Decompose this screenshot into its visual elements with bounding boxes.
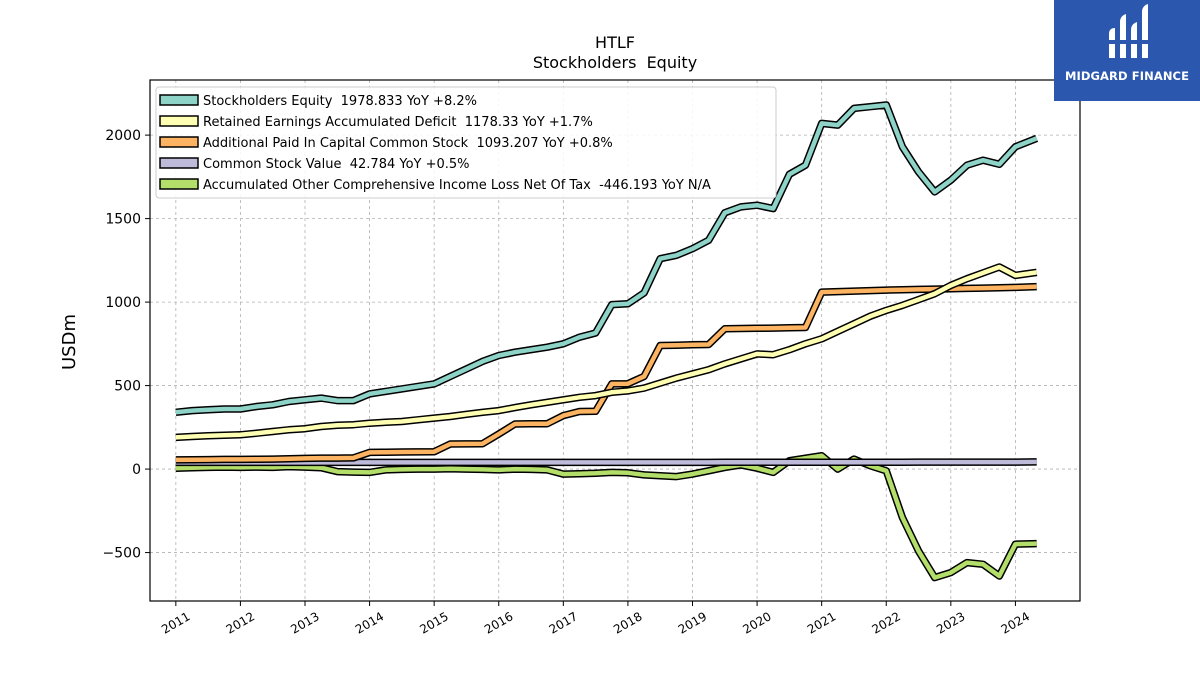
legend-swatch [159, 178, 199, 190]
series-line [175, 458, 1037, 467]
ticks-layer: 2011 2012 2013 2014 2015 2016 2017 2018 2019 2020… [103, 128, 1033, 637]
x-tick-label: 2024 [999, 609, 1032, 636]
y-tick-label: 2000 [105, 128, 141, 144]
series-layer [175, 101, 1039, 582]
x-tick-label: 2019 [676, 609, 709, 636]
legend-label: Stockholders Equity 1978.833 YoY +8.2% [203, 94, 477, 109]
midgard-logo-icon [1106, 4, 1150, 58]
x-tick-label: 2020 [740, 609, 773, 636]
x-tick-label: 2011 [159, 609, 192, 636]
logo-text: MIDGARD FINANCE [1064, 69, 1190, 83]
midgard-logo: MIDGARD FINANCE [1054, 0, 1200, 101]
series-line-stroke [175, 264, 1038, 440]
x-tick-label: 2012 [224, 609, 257, 636]
legend-label: Retained Earnings Accumulated Deficit 11… [203, 115, 593, 130]
plot-frame [149, 79, 1081, 602]
y-tick-label: 0 [132, 462, 141, 478]
y-tick-label: 500 [114, 379, 141, 395]
x-tick-label: 2017 [547, 609, 580, 636]
series-line [175, 101, 1039, 417]
series-line-stroke [175, 459, 1037, 465]
legend-box [155, 86, 777, 199]
legend-swatch [159, 136, 199, 148]
y-tick-label: 1000 [105, 295, 141, 311]
series-line-stroke [175, 102, 1038, 415]
x-tick-label: 2015 [417, 609, 450, 636]
legend: Stockholders Equity 1978.833 YoY +8.2% Re… [155, 86, 777, 199]
y-tick-label: −500 [103, 546, 141, 562]
x-tick-label: 2018 [611, 609, 644, 636]
x-tick-label: 2021 [805, 609, 838, 636]
series-line-stroke [175, 453, 1037, 580]
chart-subtitle: Stockholders Equity [533, 53, 697, 72]
y-axis-label: USDm [59, 314, 80, 370]
x-tick-label: 2016 [482, 609, 515, 636]
legend-label: Accumulated Other Comprehensive Income L… [203, 178, 711, 193]
chart-title: HTLF [595, 33, 635, 52]
x-tick-label: 2023 [934, 609, 967, 636]
legend-swatch [159, 94, 199, 106]
legend-swatch [159, 157, 199, 169]
x-tick-label: 2014 [353, 609, 386, 636]
legend-label: Additional Paid In Capital Common Stock … [203, 136, 613, 151]
series-line [175, 451, 1037, 582]
legend-swatch [159, 115, 199, 127]
x-tick-label: 2013 [288, 609, 321, 636]
y-tick-label: 1500 [105, 212, 141, 228]
legend-label: Common Stock Value 42.784 YoY +0.5% [203, 157, 470, 172]
x-tick-label: 2022 [870, 609, 903, 636]
series-line [175, 263, 1038, 442]
